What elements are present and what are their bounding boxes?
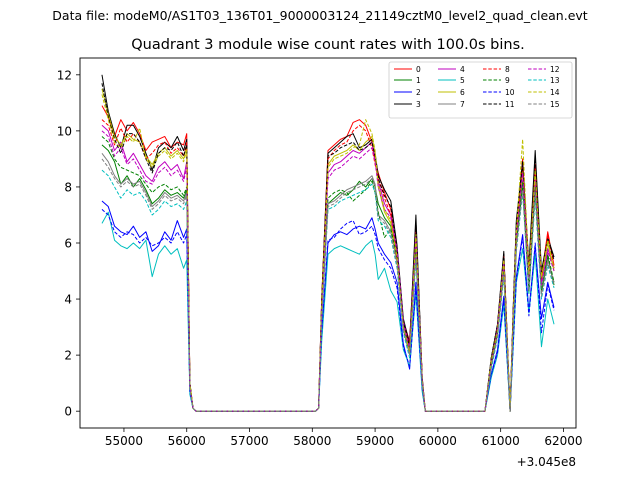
x-tick-label: 56000 — [168, 434, 206, 448]
legend-label-13: 13 — [550, 76, 560, 85]
series-line-15 — [101, 158, 555, 412]
x-tick-label: 59000 — [356, 434, 394, 448]
legend-label-15: 15 — [550, 100, 560, 109]
y-axis-ticks: 0 2 4 6 8 10 12 — [57, 68, 80, 419]
plot-lines — [101, 74, 555, 412]
x-tick-label: 61000 — [482, 434, 520, 448]
legend-label-3: 3 — [416, 100, 421, 109]
x-axis-offset-label: +3.045e8 — [517, 455, 576, 469]
series-line-2 — [101, 200, 555, 412]
x-tick-label: 55000 — [105, 434, 143, 448]
legend-label-6: 6 — [460, 88, 465, 97]
legend-label-10: 10 — [505, 88, 515, 97]
legend-label-8: 8 — [505, 65, 510, 74]
legend-label-12: 12 — [550, 65, 560, 74]
x-tick-label: 58000 — [293, 434, 331, 448]
x-tick-label: 60000 — [419, 434, 457, 448]
figure-suptitle: Data file: modeM0/AS1T03_136T01_90000031… — [52, 8, 587, 23]
y-tick-label: 0 — [64, 405, 72, 419]
y-tick-label: 12 — [57, 68, 72, 82]
y-tick-label: 4 — [64, 293, 72, 307]
y-tick-label: 2 — [64, 349, 72, 363]
legend-label-7: 7 — [460, 100, 465, 109]
legend-label-4: 4 — [460, 65, 465, 74]
x-tick-label: 62000 — [544, 434, 582, 448]
legend-label-0: 0 — [416, 65, 421, 74]
legend-label-1: 1 — [416, 76, 421, 85]
x-axis-ticks: 55000 56000 57000 58000 59000 60000 61000 62000 — [105, 428, 583, 448]
legend-label-9: 9 — [505, 76, 510, 85]
y-tick-label: 6 — [64, 237, 72, 251]
series-line-13 — [101, 169, 555, 412]
y-tick-label: 10 — [57, 124, 72, 138]
y-tick-label: 8 — [64, 180, 72, 194]
series-line-10 — [101, 208, 555, 412]
legend-label-11: 11 — [505, 100, 515, 109]
legend-box — [388, 61, 573, 119]
chart-title: Quadrant 3 module wise count rates with … — [131, 37, 525, 53]
series-line-14 — [101, 94, 555, 412]
series-line-7 — [101, 153, 555, 412]
legend-label-5: 5 — [460, 76, 465, 85]
legend-label-14: 14 — [550, 88, 560, 97]
legend-label-2: 2 — [416, 88, 421, 97]
series-line-12 — [101, 130, 555, 412]
x-tick-label: 57000 — [230, 434, 268, 448]
